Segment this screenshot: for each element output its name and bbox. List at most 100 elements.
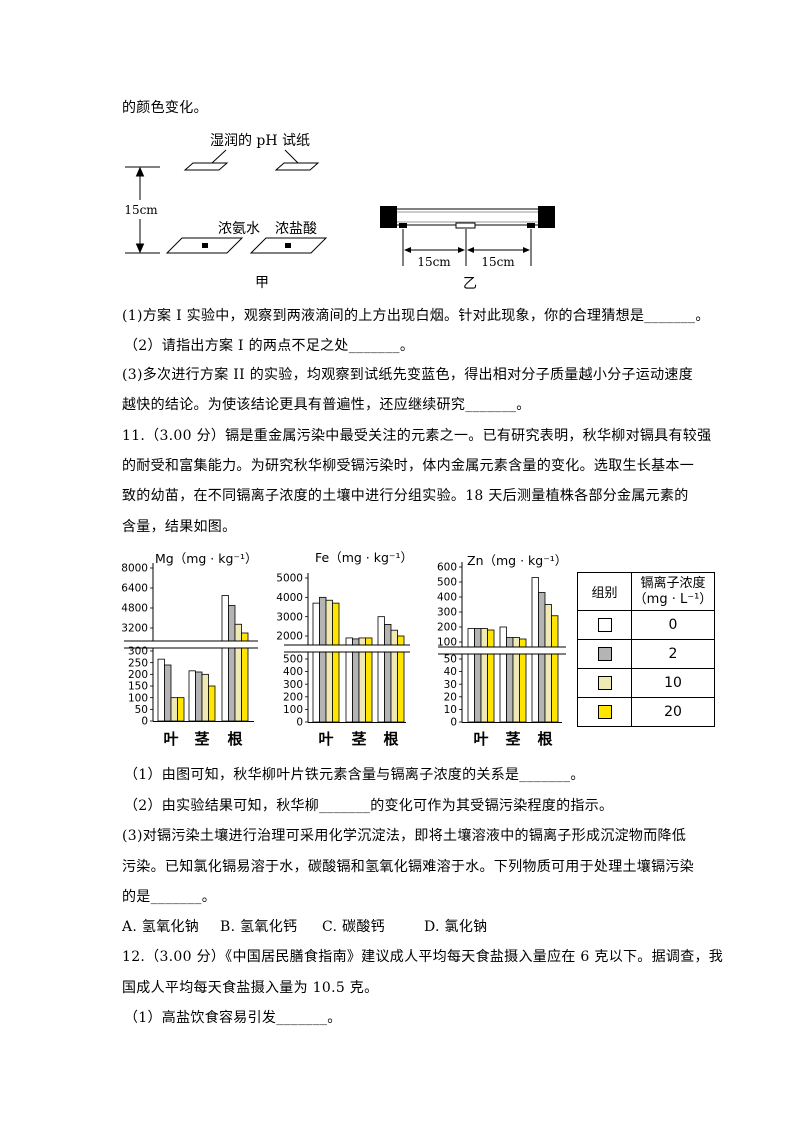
legend-row: 20 [578, 697, 714, 726]
y-tick-label: 40 [444, 666, 457, 678]
category-label: 根 [227, 730, 242, 748]
y-tick-label: 0 [296, 717, 303, 729]
bar-mg-1-1 [195, 671, 203, 722]
arrowhead [467, 247, 474, 253]
legend-value: 0 [668, 617, 678, 633]
legend-swatch-white [597, 618, 612, 632]
bar-fe-2-0 [377, 616, 385, 723]
category-label: 茎 [505, 730, 520, 748]
distance-label-right: 15cm [481, 255, 515, 269]
arrowhead-down [135, 243, 145, 254]
category-label: 叶 [163, 730, 178, 748]
y-tick-label: 10 [444, 704, 457, 716]
legend-value: 10 [664, 675, 682, 691]
category-label: 茎 [194, 730, 209, 748]
figure-yi: 15cm 15cm 乙 [380, 206, 555, 292]
legend-table: 组别 镉离子浓度 （mg · L⁻¹） 0 2 10 20 [577, 572, 715, 727]
legend-row: 2 [578, 639, 714, 668]
y-tick-label: 250 [128, 657, 148, 669]
legend-row: 10 [578, 668, 714, 697]
bar-mg-2-0 [221, 595, 229, 722]
bar-zn-0-3 [487, 629, 495, 723]
q11-sub2: （2）由实验结果可知，秋华柳_______的变化可作为其受镉污染程度的指示。 [124, 798, 614, 814]
q11-stem-line1: 11.（3.00 分）镉是重金属污染中最受关注的元素之一。已有研究表明，秋华柳对… [122, 428, 712, 444]
chart-title-fe: Fe（mg · kg⁻¹） [315, 550, 413, 565]
bar-mg-0-1 [164, 664, 172, 722]
bar-zn-2-2 [544, 604, 552, 723]
ph-paper-left [183, 162, 229, 171]
chart-mg: Mg（mg · kg⁻¹） 叶茎根 8000 6400 4800 3200 3002502… [121, 551, 258, 748]
y-tick-label: 6400 [121, 583, 148, 595]
axis-break-gap [284, 645, 410, 652]
y-tick-label: 20 [444, 691, 457, 703]
ph-paper-label: 湿润的 pH 试纸 [210, 133, 310, 149]
q10-sub2: （2）请指出方案 I 的两点不足之处_______。 [124, 338, 415, 354]
bar-mg-2-2 [234, 623, 242, 722]
legend-value: 2 [668, 646, 678, 662]
option-b: B. 氢氧化钙 [220, 919, 298, 935]
chart-title-zn: Zn（mg · kg⁻¹） [467, 553, 567, 568]
figure-yi-caption: 乙 [463, 276, 477, 292]
q11-sub3-line3: 的是_______。 [122, 889, 216, 905]
q10-sub1: (1)方案 I 实验中，观察到两液滴间的上方出现白烟。针对此现象，你的合理猜想是… [122, 308, 710, 324]
y-tick-label: 50 [135, 704, 148, 716]
axis-break-gap [438, 647, 566, 654]
bar-zn-2-3 [551, 615, 559, 723]
category-label: 叶 [473, 730, 488, 748]
legend-header-concentration: 镉离子浓度 （mg · L⁻¹） [632, 573, 714, 610]
y-tick-label: 200 [283, 691, 303, 703]
droplet-right [285, 243, 291, 248]
y-tick-label: 200 [437, 622, 457, 634]
y-tick-label: 400 [437, 592, 457, 604]
y-tick-label: 8000 [121, 563, 148, 575]
ph-paper-right [274, 162, 320, 171]
bar-mg-1-0 [188, 670, 196, 722]
y-tick-label: 300 [283, 679, 303, 691]
q11-stem-line3: 致的幼苗，在不同镉离子浓度的土壤中进行分组实验。18 天后测量植株各部分金属元素… [122, 488, 689, 504]
y-tick-label: 2000 [276, 631, 303, 643]
q11-sub3-line2: 污染。已知氯化镉易溶于水，碳酸镉和氢氧化镉难溶于水。下列物质可用于处理土壤镉污染 [122, 859, 694, 875]
chart-fe: Fe（mg · kg⁻¹） 叶茎根50004000300020005004003… [276, 550, 413, 748]
bar-zn-0-2 [480, 628, 488, 723]
legend-swatch-light-yellow [597, 676, 612, 690]
y-tick-label: 300 [128, 646, 148, 658]
y-tick-label: 100 [283, 704, 303, 716]
option-c: C. 碳酸钙 [322, 919, 385, 935]
bar-mg-0-3 [177, 697, 185, 722]
y-tick-label: 600 [437, 562, 457, 574]
cotton-left [399, 223, 407, 228]
stopper-right [538, 206, 555, 228]
y-tick-label: 0 [450, 717, 457, 729]
right-liquid-label: 浓盐酸 [275, 221, 317, 237]
y-tick-label: 4000 [276, 592, 303, 604]
distance-label-left: 15cm [417, 255, 451, 269]
y-tick-label: 4800 [121, 603, 148, 615]
legend-value: 20 [664, 704, 682, 720]
figure-jia: 湿润的 pH 试纸 15cm 浓氨水 浓盐酸 甲 [124, 133, 328, 291]
bar-mg-2-1 [228, 605, 236, 722]
legend-header-concentration-line1: 镉离子浓度 [640, 575, 706, 591]
arrowhead-up [135, 166, 145, 177]
droplet-left [202, 243, 208, 248]
y-tick-label: 100 [437, 637, 457, 649]
y-tick-label: 200 [128, 669, 148, 681]
axis-break-gap [124, 641, 258, 648]
pointer-line-right [284, 149, 299, 164]
bar-mg-1-2 [201, 673, 209, 722]
pointer-line-left [211, 149, 227, 164]
y-tick-label: 500 [283, 654, 303, 666]
q10-sub3-line2: 越快的结论。为使该结论更具有普遍性，还应继续研究_______。 [122, 397, 531, 413]
bar-fe-0-2 [325, 599, 333, 723]
cotton-right [527, 223, 535, 228]
chart-zn: Zn（mg · kg⁻¹） 叶茎根60050040030020010050403… [437, 553, 567, 748]
q11-stem-line2: 的耐受和富集能力。为研究秋华柳受镉污染时，体内金属元素含量的变化。选取生长基本一 [122, 458, 694, 474]
option-a: A. 氢氧化钠 [122, 919, 200, 935]
left-liquid-label: 浓氨水 [218, 221, 260, 237]
q12-stem-line1: 12.（3.00 分）《中国居民膳食指南》建议成人平均每天食盐摄入量应在 6 克… [122, 949, 724, 965]
y-tick-label: 300 [437, 607, 457, 619]
bar-mg-0-0 [157, 658, 165, 722]
bar-zn-2-1 [538, 592, 546, 723]
q11-stem-line4: 含量，结果如图。 [122, 519, 237, 535]
q11-sub1: （1）由图可知，秋华柳叶片铁元素含量与镉离子浓度的关系是_______。 [124, 767, 585, 783]
